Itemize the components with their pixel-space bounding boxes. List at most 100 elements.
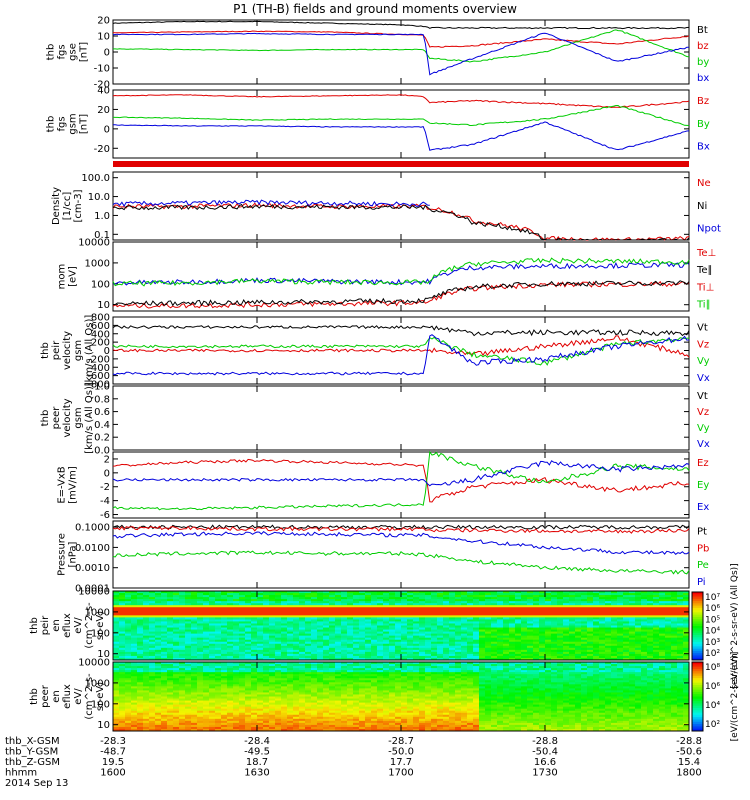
spectrogram-cell — [257, 724, 264, 728]
spectrogram-cell — [425, 635, 432, 639]
spectrogram-cell — [221, 643, 228, 647]
spectrogram-cell — [311, 645, 318, 649]
spectrogram-cell — [347, 666, 354, 669]
spectrogram-cell — [527, 593, 534, 596]
y-label-line: (cm^2-s- — [84, 602, 95, 649]
spectrogram-cell — [611, 629, 618, 633]
spectrogram-cell — [527, 615, 534, 618]
spectrogram-cell — [485, 597, 492, 600]
series-Vx — [112, 334, 690, 376]
spectrogram-cell — [305, 615, 312, 618]
spectrogram-cell — [527, 645, 534, 649]
spectrogram-cell — [167, 680, 174, 683]
spectrogram-cell — [629, 649, 636, 653]
spectrogram-cell — [563, 603, 570, 606]
spectrogram-cell — [587, 615, 594, 618]
spectrogram-cell — [455, 649, 462, 653]
spectrogram-cell — [317, 629, 324, 633]
panel-frame — [112, 19, 690, 85]
spectrogram-cell — [197, 692, 204, 695]
spectrogram-cell — [215, 601, 222, 604]
spectrogram-cell — [479, 611, 486, 614]
spectrogram-cell — [227, 649, 234, 653]
spectrogram-cell — [611, 609, 618, 612]
spectrogram-cell — [563, 633, 570, 637]
spectrogram-cell — [461, 611, 468, 614]
spectrogram-cell — [233, 599, 240, 602]
spectrogram-cell — [515, 633, 522, 637]
spectrogram-cell — [335, 700, 342, 704]
spectrogram-cell — [299, 718, 306, 722]
spectrogram-cell — [287, 649, 294, 653]
spectrogram-cell — [137, 615, 144, 618]
spectrogram-cell — [263, 621, 270, 624]
spectrogram-cell — [623, 621, 630, 624]
spectrogram-cell — [593, 595, 600, 598]
spectrogram-cell — [341, 714, 348, 718]
spectrogram-cell — [215, 698, 222, 702]
spectrogram-cell — [497, 611, 504, 614]
spectrogram-cell — [245, 625, 252, 629]
spectrogram-cell — [203, 609, 210, 612]
spectrogram-cell — [275, 722, 282, 726]
spectrogram-cell — [461, 647, 468, 651]
spectrogram-cell — [113, 694, 120, 697]
spectrogram-cell — [263, 726, 270, 730]
spectrogram-cell — [131, 611, 138, 614]
spectrogram-cell — [455, 615, 462, 618]
spectrogram-cell — [245, 682, 252, 685]
spectrogram-cell — [305, 684, 312, 687]
spectrogram-cell — [641, 601, 648, 604]
spectrogram-cell — [479, 591, 486, 594]
spectrogram-cell — [149, 605, 156, 608]
spectrogram-cell — [173, 684, 180, 687]
spectrogram-cell — [155, 595, 162, 598]
spectrogram-cell — [515, 631, 522, 635]
spectrogram-cell — [131, 615, 138, 618]
spectrogram-cell — [257, 627, 264, 631]
spectrogram-cell — [395, 647, 402, 651]
spectrogram-cell — [257, 702, 264, 706]
spectrogram-cell — [227, 615, 234, 618]
spectrogram-cell — [161, 623, 168, 626]
spectrogram-cell — [449, 641, 456, 645]
spectrogram-cell — [179, 605, 186, 608]
spectrogram-cell — [533, 647, 540, 651]
spectrogram-cell — [293, 728, 300, 732]
spectrogram-cell — [557, 615, 564, 618]
spectrogram-cell — [413, 609, 420, 612]
spectrogram-cell — [227, 647, 234, 651]
spectrogram-cell — [677, 607, 684, 610]
spectrogram-cell — [347, 672, 354, 675]
spectrogram-cell — [521, 657, 528, 661]
spectrogram-cell — [593, 651, 600, 655]
spectrogram-cell — [419, 639, 426, 643]
spectrogram-cell — [233, 615, 240, 618]
spectrogram-cell — [215, 623, 222, 626]
spectrogram-cell — [197, 678, 204, 681]
spectrogram-cell — [479, 607, 486, 610]
spectrogram-cell — [317, 676, 324, 679]
spectrogram-cell — [161, 700, 168, 704]
spectrogram-cell — [191, 702, 198, 706]
spectrogram-cell — [683, 621, 690, 624]
spectrogram-cell — [611, 619, 618, 622]
panel-frame — [112, 385, 690, 451]
spectrogram-cell — [215, 674, 222, 677]
spectrogram-cell — [173, 680, 180, 683]
spectrogram-cell — [341, 631, 348, 635]
spectrogram-cell — [563, 647, 570, 651]
spectrogram-cell — [329, 597, 336, 600]
spectrogram-cell — [413, 599, 420, 602]
spectrogram-cell — [359, 631, 366, 635]
spectrogram-cell — [173, 595, 180, 598]
spectrogram-cell — [299, 609, 306, 612]
spectrogram-cell — [137, 666, 144, 669]
spectrogram-cell — [545, 623, 552, 626]
spectrogram-cell — [113, 645, 120, 649]
spectrogram-cell — [437, 595, 444, 598]
spectrogram-cell — [329, 617, 336, 620]
spectrogram-cell — [281, 662, 288, 665]
spectrogram-cell — [125, 662, 132, 665]
spectrogram-cell — [185, 643, 192, 647]
